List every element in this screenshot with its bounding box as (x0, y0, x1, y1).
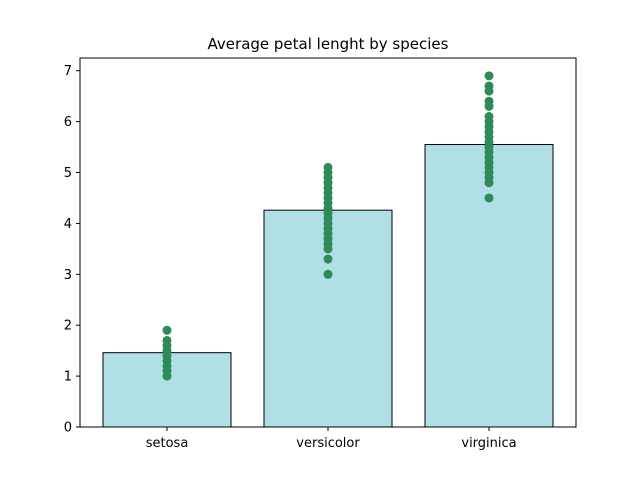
y-tick-label-0: 0 (64, 421, 72, 436)
y-tick-label-3: 3 (64, 268, 72, 283)
point-setosa-7 (162, 335, 172, 345)
points-group (162, 71, 494, 381)
y-tick-label-6: 6 (64, 115, 72, 130)
point-virginica-19 (484, 71, 494, 81)
point-versicolor-0 (323, 269, 333, 279)
point-virginica-18 (484, 81, 494, 91)
point-versicolor-1 (323, 254, 333, 264)
y-tick-label-2: 2 (64, 319, 72, 334)
bar-virginica (424, 144, 554, 428)
x-axis: setosa versicolor virginica (146, 427, 517, 451)
y-tick-label-7: 7 (64, 64, 72, 79)
x-tick-label-setosa: setosa (146, 436, 189, 451)
point-versicolor-18 (323, 162, 333, 172)
point-virginica-16 (484, 96, 494, 106)
y-tick-label-1: 1 (64, 370, 72, 385)
x-tick-label-virginica: virginica (461, 436, 516, 451)
x-tick-label-versicolor: versicolor (296, 436, 360, 451)
y-axis: 0 1 2 3 4 5 6 7 (64, 64, 80, 436)
point-virginica-14 (484, 112, 494, 122)
chart-title: Average petal lenght by species (208, 35, 449, 53)
point-virginica-0 (484, 193, 494, 203)
y-tick-label-4: 4 (64, 217, 72, 232)
y-tick-label-5: 5 (64, 166, 72, 181)
point-setosa-8 (162, 325, 172, 335)
plot-frame (79, 57, 577, 428)
